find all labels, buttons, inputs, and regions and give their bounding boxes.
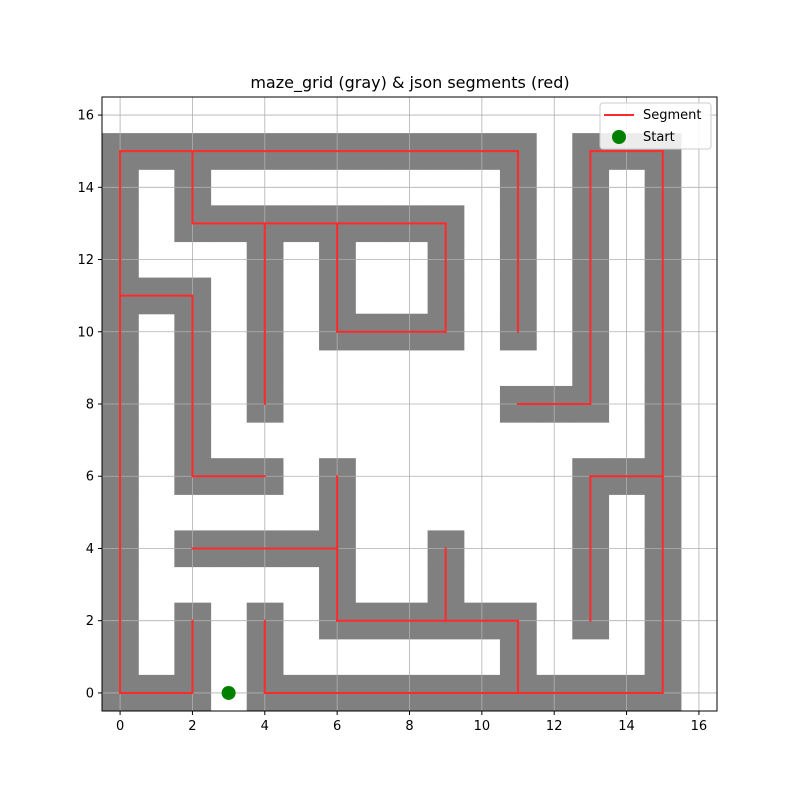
y-axis-ticks: 0 2 4 6 8 10 12 14 16	[77, 109, 102, 701]
x-tick-label: 4	[261, 719, 269, 734]
legend-segment-label: Segment	[643, 108, 702, 123]
legend-start-label: Start	[643, 130, 675, 145]
start-layer	[221, 685, 236, 700]
y-tick-label: 2	[86, 614, 94, 629]
y-tick-label: 10	[77, 325, 94, 340]
x-tick-label: 12	[546, 719, 563, 734]
y-tick-label: 16	[77, 109, 94, 124]
legend-start-swatch	[612, 130, 626, 144]
x-tick-label: 2	[188, 719, 196, 734]
y-tick-label: 14	[77, 181, 94, 196]
x-tick-label: 14	[618, 719, 635, 734]
segment-lines	[119, 150, 664, 694]
chart-title: maze_grid (gray) & json segments (red)	[250, 73, 569, 93]
y-tick-label: 4	[86, 542, 94, 557]
start-marker	[221, 685, 236, 700]
x-tick-label: 16	[691, 719, 708, 734]
x-tick-label: 6	[333, 719, 341, 734]
y-tick-label: 12	[77, 253, 94, 268]
x-tick-label: 10	[474, 719, 491, 734]
y-tick-label: 6	[86, 470, 94, 485]
x-tick-label: 8	[405, 719, 413, 734]
plot-area	[102, 97, 717, 711]
y-tick-label: 0	[86, 686, 94, 701]
legend: Segment Start	[599, 102, 712, 150]
y-tick-label: 8	[86, 398, 94, 413]
x-axis-ticks: 0 2 4 6 8 10 12 14 16	[116, 711, 707, 734]
x-tick-label: 0	[116, 719, 124, 734]
